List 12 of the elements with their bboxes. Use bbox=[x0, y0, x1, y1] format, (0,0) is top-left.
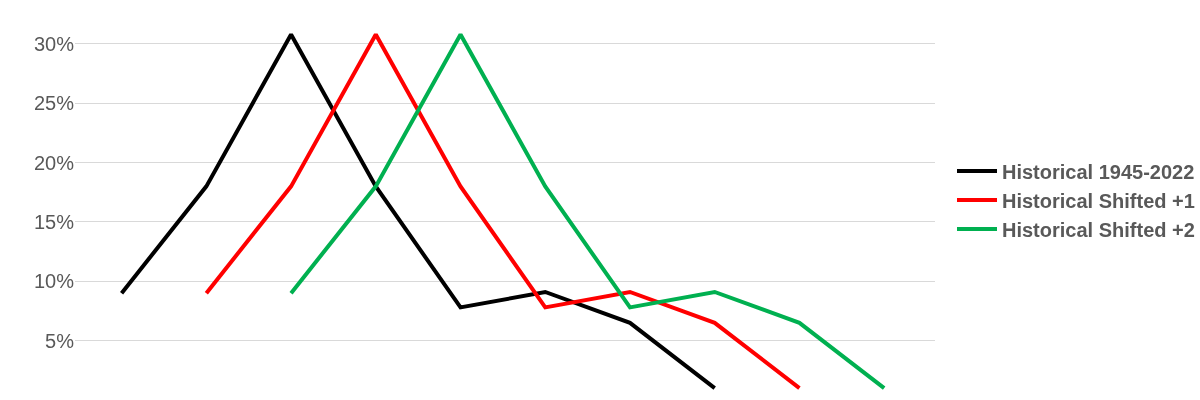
y-tick-label: 30% bbox=[33, 32, 75, 55]
y-tick-label: 20% bbox=[33, 151, 75, 174]
line-series bbox=[119, 32, 717, 391]
y-tick-label: 5% bbox=[45, 329, 75, 352]
y-tick-label: 10% bbox=[33, 270, 75, 293]
line-series bbox=[289, 32, 887, 391]
legend-label: Historical 1945-2022 bbox=[1002, 160, 1195, 183]
y-tick-label: 25% bbox=[33, 92, 75, 115]
legend-label: Historical Shifted +2 bbox=[1002, 218, 1195, 241]
line-series bbox=[204, 32, 802, 391]
y-tick-label: 15% bbox=[33, 210, 75, 233]
legend-label: Historical Shifted +1 bbox=[1002, 189, 1195, 212]
